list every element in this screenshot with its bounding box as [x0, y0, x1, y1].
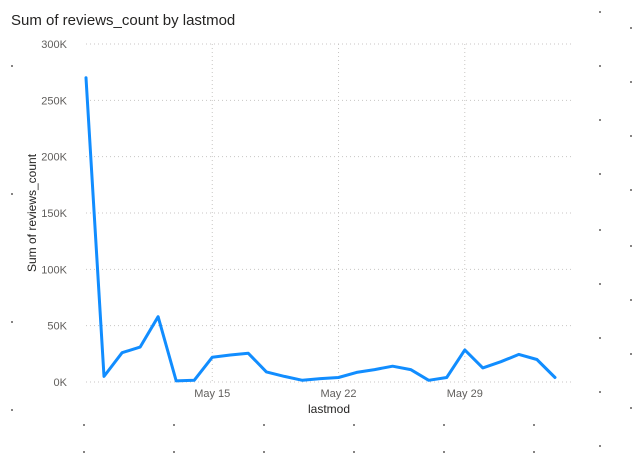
frame-dot: [630, 27, 632, 29]
frame-dot: [599, 391, 601, 393]
frame-dot: [630, 135, 632, 137]
frame-dot: [83, 451, 85, 453]
y-axis-ticks: 0K 50K 100K 150K 200K 250K 300K: [41, 39, 67, 389]
frame-dot: [599, 445, 601, 447]
visual-frame-dots: [11, 11, 632, 453]
frame-dot: [630, 407, 632, 409]
frame-dot: [533, 451, 535, 453]
frame-dot: [630, 245, 632, 247]
y-tick-label: 200K: [41, 152, 67, 164]
x-tick-label: May 15: [194, 388, 230, 400]
y-tick-label: 100K: [41, 264, 67, 276]
frame-dot: [599, 11, 601, 13]
frame-dot: [353, 424, 355, 426]
frame-dot: [599, 337, 601, 339]
frame-dot: [630, 299, 632, 301]
y-tick-label: 150K: [41, 208, 67, 220]
frame-dot: [11, 409, 13, 411]
frame-dot: [630, 81, 632, 83]
frame-dot: [173, 424, 175, 426]
chart-title: Sum of reviews_count by lastmod: [11, 12, 236, 29]
series-line[interactable]: [84, 76, 557, 383]
y-axis-title: Sum of reviews_count: [25, 153, 39, 272]
frame-dot: [599, 65, 601, 67]
frame-dot: [11, 193, 13, 195]
frame-dot: [353, 451, 355, 453]
x-tick-label: May 29: [447, 388, 483, 400]
frame-dot: [599, 283, 601, 285]
x-axis-title: lastmod: [308, 402, 350, 416]
y-tick-label: 250K: [41, 95, 67, 107]
frame-dot: [599, 173, 601, 175]
x-axis-ticks: May 15 May 22 May 29: [194, 388, 483, 400]
frame-dot: [533, 424, 535, 426]
frame-dot: [599, 229, 601, 231]
frame-dot: [263, 424, 265, 426]
frame-dot: [11, 321, 13, 323]
x-tick-label: May 22: [320, 388, 356, 400]
frame-dot: [443, 424, 445, 426]
frame-dot: [11, 65, 13, 67]
gridlines: [86, 43, 573, 383]
frame-dot: [263, 451, 265, 453]
frame-dot: [630, 189, 632, 191]
y-tick-label: 300K: [41, 39, 67, 51]
frame-dot: [630, 353, 632, 355]
frame-dot: [443, 451, 445, 453]
y-tick-label: 50K: [47, 321, 67, 333]
series-group: [84, 76, 557, 383]
y-tick-label: 0K: [54, 377, 68, 389]
frame-dot: [83, 424, 85, 426]
frame-dot: [173, 451, 175, 453]
frame-dot: [599, 119, 601, 121]
